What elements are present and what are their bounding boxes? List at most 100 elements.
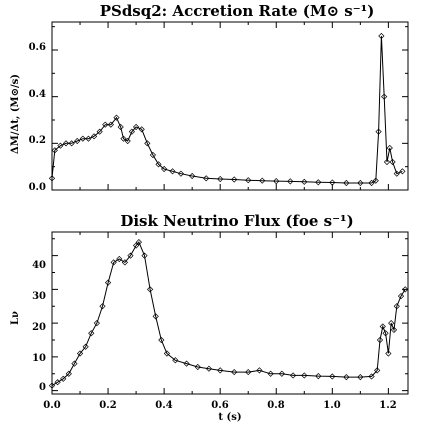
neutrino-x-axis: 0.0 0.2 0.4 0.6 0.8 1.0 1.2 [43,400,396,411]
neutrino-data-point [93,320,100,327]
neutrino-data-point [88,330,95,337]
accretion-data-point [117,123,124,131]
x-axis-label: t (s) [218,412,241,423]
accretion-data-point [48,175,56,182]
accretion-data-point [393,170,400,177]
neutrino-data-point [390,326,398,333]
accretion-data-point [144,140,151,147]
neutrino-data-point [329,373,336,380]
neutrino-data-point [141,252,148,259]
x-tick-label: 0.8 [267,400,284,411]
accretion-data-point [381,93,388,100]
neutrino-data-point [110,259,117,266]
accretion-data-point [375,128,382,135]
neutrino-data-point [231,368,238,376]
neutrino-data-point [402,286,409,293]
neutrino-data-point [301,372,308,379]
accretion-data-point [231,176,238,183]
neutrino-data-point [289,372,297,379]
neutrino-data-point [382,330,389,337]
neutrino-data-point [379,323,386,330]
neutrino-y-tick-label: 40 [32,260,46,271]
accretion-data-point [273,178,280,185]
x-tick-label: 0.0 [43,400,60,411]
accretion-data-point [161,165,168,173]
accretion-data-point [74,137,81,145]
accretion-data-point [386,144,393,152]
accretion-data-point [259,177,266,184]
accretion-series-line [51,35,403,184]
neutrino-y-axis: 0 10 20 30 40 [32,260,46,393]
x-tick-label: 1.0 [323,400,340,411]
neutrino-data-point [183,360,190,367]
neutrino-data-point [357,374,364,381]
neutrino-data-point [99,303,106,310]
neutrino-data-point [121,259,128,266]
accretion-data-point [138,126,145,133]
neutrino-data-point [315,373,322,380]
accretion-data-point [113,114,120,121]
neutrino-data-point [343,374,350,381]
accretion-y-axis-label: ΔM/Δt, (M⊙/s) [10,74,21,154]
neutrino-data-point [152,313,159,320]
accretion-data-point [96,128,103,135]
accretion-data-point [51,147,58,154]
accretion-data-point [90,133,98,140]
accretion-data-point [169,168,176,175]
x-tick-label: 0.2 [99,400,116,411]
accretion-data-point [68,140,75,147]
panel-neutrino-flux: Disk Neutrino Flux (foe s⁻¹) Lν 0 10 20 … [10,212,409,423]
accretion-data-point [132,123,140,131]
accretion-data-point [368,179,375,187]
accretion-data-point [128,128,135,135]
accretion-data-point [378,32,385,40]
neutrino-plot-frame [51,231,409,395]
neutrino-data-point [71,360,78,367]
neutrino-tick-marks [51,232,408,394]
neutrino-data-point [278,370,285,377]
neutrino-data-point [48,382,56,389]
accretion-data-point [149,151,157,159]
accretion-data-point [389,158,396,166]
neutrino-data-point [116,255,123,263]
neutrino-data-point [132,242,140,249]
accretion-data-point [57,142,64,149]
neutrino-data-point [82,343,89,350]
x-tick-label: 0.4 [155,400,172,411]
neutrino-data-point [147,286,154,293]
accretion-data-point [107,121,114,128]
neutrino-y-tick-label: 30 [32,291,46,302]
accretion-data-point [315,179,322,186]
accretion-y-tick-label: 0.6 [29,42,46,53]
accretion-data-point [245,177,252,184]
neutrino-data-point [245,368,252,376]
neutrino-data-point [158,336,165,344]
neutrino-data-point [135,239,142,246]
accretion-data-point [343,179,350,187]
accretion-data-point [189,172,196,180]
accretion-data-point [399,168,406,175]
accretion-data-point [124,137,131,145]
accretion-y-axis: 0.0 0.2 0.4 0.6 [29,42,46,193]
accretion-data-point [62,140,70,147]
accretion-y-tick-label: 0.2 [29,135,46,146]
neutrino-series-line [51,241,406,387]
neutrino-data-point [368,373,375,380]
neutrino-data-point [65,370,72,377]
accretion-data-point [383,158,391,166]
neutrino-data-point [393,303,400,310]
accretion-data-point [102,121,109,128]
accretion-y-tick-label: 0.0 [29,182,46,193]
neutrino-y-axis-label: Lν [10,311,21,325]
accretion-data-point [329,179,336,186]
neutrino-data-point [194,363,201,371]
accretion-chart-title: PSdsq2: Accretion Rate (M⊙ s⁻¹) [100,2,375,20]
neutrino-data-point [127,252,134,259]
neutrino-data-point [76,350,84,357]
accretion-data-point [177,170,185,177]
accretion-data-point [155,161,162,168]
neutrino-data-point [54,379,61,386]
accretion-plot-frame [51,21,409,191]
neutrino-markers [48,239,409,389]
